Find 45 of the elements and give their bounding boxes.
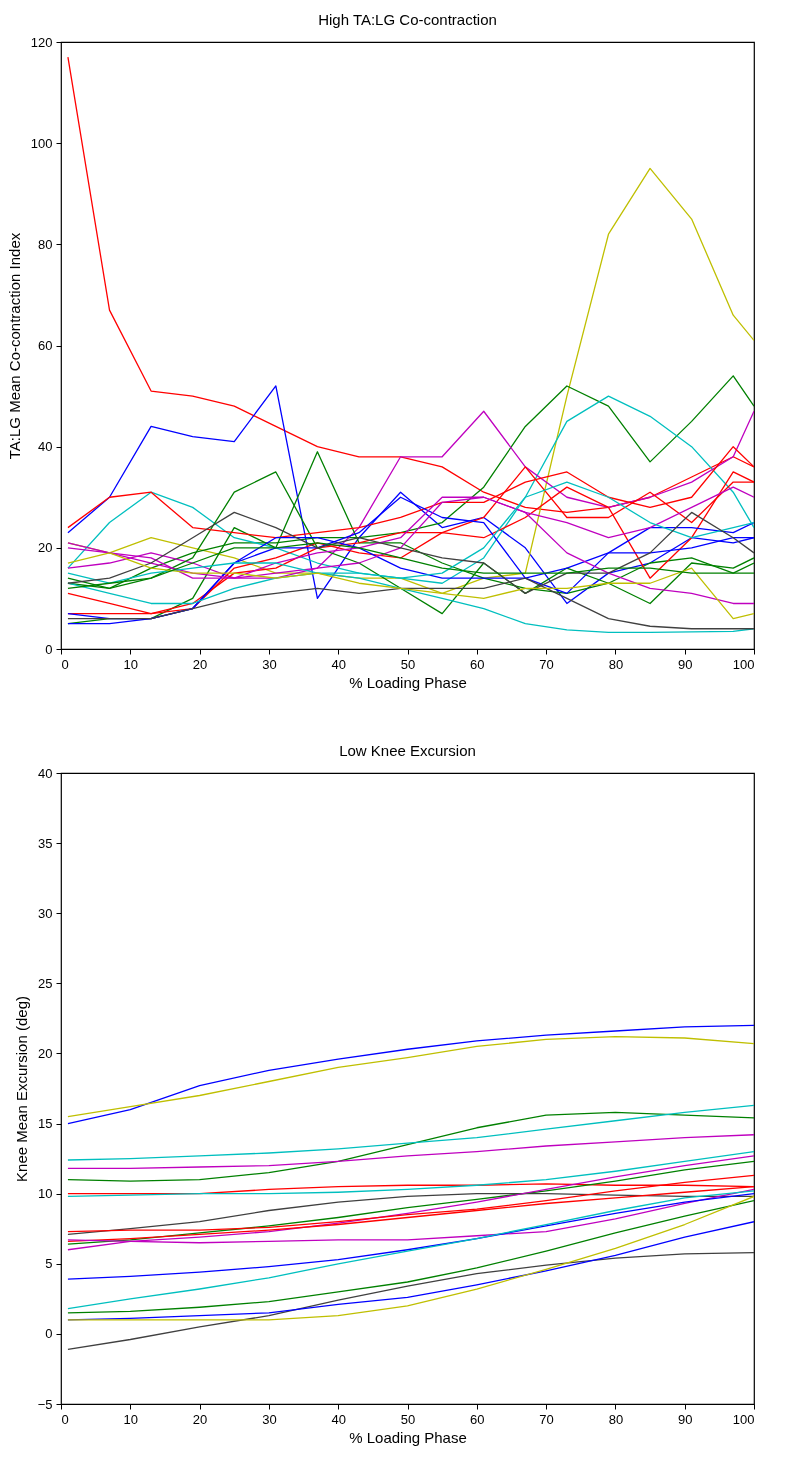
y-axis-title: TA:LG Mean Co-contraction Index <box>5 232 23 460</box>
y-tick-label: 10 <box>38 1186 53 1202</box>
x-tick-label: 30 <box>262 1411 277 1427</box>
x-tick-label: 40 <box>331 1411 346 1427</box>
x-axis-title: % Loading Phase <box>349 673 467 691</box>
x-tick-label: 90 <box>677 1411 693 1427</box>
y-tick-label: 30 <box>38 905 53 921</box>
x-tick-label: 0 <box>61 656 69 672</box>
x-tick-label: 90 <box>677 656 693 672</box>
x-tick-label: 60 <box>470 656 485 672</box>
x-tick-label: 50 <box>400 1411 416 1427</box>
x-tick-label: 10 <box>123 656 139 672</box>
x-tick-label: 10 <box>123 1411 139 1427</box>
y-tick-label: 0 <box>45 641 53 657</box>
y-tick-label: 80 <box>38 236 53 252</box>
x-tick-label: 50 <box>400 656 416 672</box>
x-tick-label: 40 <box>331 656 346 672</box>
y-tick-label: 20 <box>38 540 53 556</box>
x-tick-label: 70 <box>539 1411 554 1427</box>
x-tick-label: 0 <box>61 1411 69 1427</box>
y-tick-label: 35 <box>38 835 53 851</box>
x-axis-title: % Loading Phase <box>349 1428 467 1446</box>
y-tick-label: 100 <box>30 135 53 151</box>
x-tick-label: 100 <box>732 656 755 672</box>
x-tick-label: 80 <box>608 1411 624 1427</box>
x-tick-label: 70 <box>539 656 554 672</box>
x-tick-label: 100 <box>732 1411 755 1427</box>
chart-title: High TA:LG Co-contraction <box>318 11 497 28</box>
x-tick-label: 20 <box>192 656 208 672</box>
x-tick-label: 80 <box>608 656 624 672</box>
x-tick-label: 60 <box>470 1411 485 1427</box>
y-tick-label: −5 <box>37 1396 53 1412</box>
x-tick-label: 20 <box>192 1411 208 1427</box>
y-tick-label: 5 <box>45 1256 53 1272</box>
y-tick-label: 0 <box>45 1326 53 1342</box>
y-tick-label: 20 <box>38 1045 53 1061</box>
y-tick-label: 25 <box>38 975 53 991</box>
y-axis-title: Knee Mean Excursion (deg) <box>12 996 30 1182</box>
x-tick-label: 30 <box>262 656 277 672</box>
y-tick-label: 40 <box>38 765 53 781</box>
y-tick-label: 120 <box>30 34 53 50</box>
y-tick-label: 40 <box>38 439 53 455</box>
chart-title: Low Knee Excursion <box>339 742 476 759</box>
y-tick-label: 15 <box>38 1116 53 1132</box>
y-tick-label: 60 <box>38 338 53 353</box>
